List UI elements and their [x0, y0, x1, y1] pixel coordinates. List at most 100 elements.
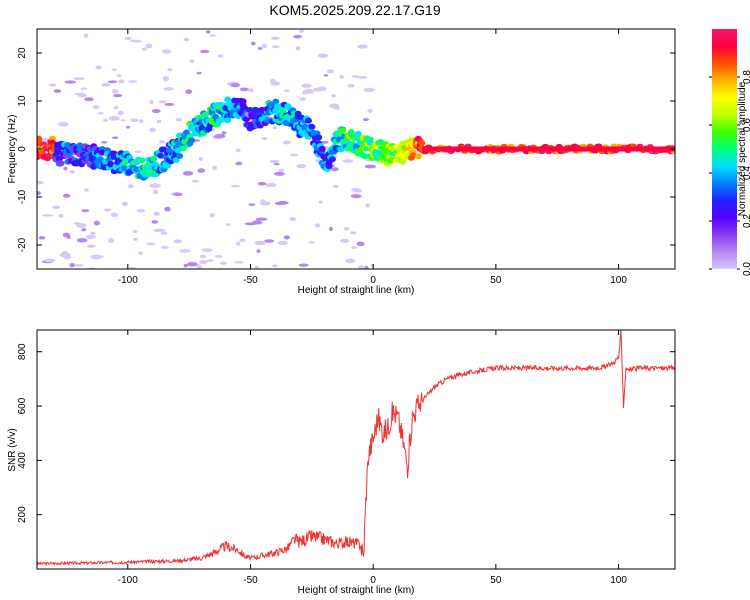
heatmap-cell [102, 118, 108, 122]
snr-x-axis-label: Height of straight line (km) [298, 585, 415, 596]
heatmap-cell [364, 164, 377, 169]
heatmap-cell [97, 111, 104, 115]
heatmap-cell [53, 89, 62, 93]
heatmap-cell [151, 108, 161, 114]
heatmap-cell [197, 168, 206, 173]
y-tick-label: 800 [17, 343, 28, 360]
heatmap-cell [126, 125, 131, 129]
heatmap-cell [188, 137, 196, 144]
heatmap-cell [159, 140, 166, 144]
heatmap-cell [133, 237, 138, 241]
heatmap-cell [226, 223, 231, 226]
heatmap-cell [212, 165, 218, 171]
heatmap-cell [320, 140, 329, 144]
y-tick-label: -10 [17, 189, 28, 204]
colorbar-tick-label: 0.8 [742, 70, 750, 84]
heatmap-cell [293, 34, 302, 39]
heatmap-cell [234, 260, 244, 264]
heatmap-cell [206, 30, 211, 34]
heatmap-cell [199, 49, 210, 54]
heatmap-cell [153, 211, 160, 216]
heatmap-cell [235, 148, 241, 153]
x-tick-label: -50 [243, 575, 258, 586]
heatmap-cell [37, 138, 43, 145]
colorbar-tick-label: 0.6 [742, 118, 750, 132]
snr-plot-area [37, 330, 675, 569]
figure-title: KOM5.2025.209.22.17.G19 [269, 2, 440, 18]
heatmap-cell [256, 249, 261, 254]
heatmap-cell [290, 153, 299, 157]
heatmap-cell [150, 155, 158, 162]
heatmap-cell [191, 179, 199, 183]
heatmap-cell [58, 213, 64, 218]
heatmap-cell [254, 240, 267, 246]
heatmap-cell [173, 192, 183, 197]
heatmap-cell [273, 162, 280, 166]
y-tick-label: 0 [17, 146, 28, 152]
heatmap-cell [84, 97, 94, 102]
colorbar-tick-label: 0.0 [742, 262, 750, 276]
heatmap-cell [337, 146, 345, 153]
x-tick-label: -50 [243, 275, 258, 286]
heatmap-cell [206, 259, 214, 262]
heatmap-cell [149, 99, 154, 105]
heatmap-cell [45, 153, 53, 160]
heatmap-cell [86, 244, 96, 248]
heatmap-cell [301, 83, 312, 88]
heatmap-cell [209, 34, 217, 37]
heatmap-cell [326, 69, 334, 74]
heatmap-cell [59, 252, 71, 258]
heatmap-peak-band [422, 146, 675, 152]
heatmap-cell [244, 222, 257, 226]
heatmap-cell [196, 71, 202, 75]
heatmap-cell [112, 89, 119, 94]
heatmap-cell [235, 241, 241, 246]
heatmap-cell [209, 213, 215, 218]
heatmap-cell [52, 205, 61, 210]
heatmap-cell [239, 238, 246, 243]
heatmap-cell [92, 255, 104, 258]
heatmap-cell [289, 216, 296, 221]
heatmap-cell [101, 141, 108, 144]
heatmap-cell [107, 80, 118, 84]
heatmap-cell [418, 139, 426, 146]
heatmap-cell [127, 80, 138, 83]
colorbar-label: Normalized spectral amplitude [737, 81, 748, 216]
heatmap-cell [41, 214, 54, 217]
x-tick-label: 100 [610, 275, 627, 286]
heatmap-cell [101, 82, 111, 87]
colorbar-ticks: 0.0 0.2 0.4 0.6 0.8 [709, 70, 750, 276]
heatmap-cell [299, 29, 305, 33]
heatmap-cell [282, 140, 291, 145]
heatmap-cell [90, 231, 96, 235]
heatmap-cell [69, 263, 75, 268]
heatmap-cell [113, 93, 123, 98]
heatmap-cell [58, 121, 69, 127]
heatmap-cell [365, 203, 370, 208]
snr-y-axis-label: SNR (v/v) [7, 428, 18, 471]
heatmap-cell [277, 240, 288, 246]
heatmap-cell [201, 111, 209, 118]
heatmap-cell [81, 228, 87, 232]
heatmap-cell [110, 212, 119, 218]
heatmap-cell [113, 105, 119, 110]
heatmap-cell [141, 47, 148, 51]
heatmap-cell [160, 231, 168, 235]
heatmap-cell [270, 78, 276, 84]
heatmap-cell [347, 83, 355, 88]
y-tick-label: -20 [17, 237, 28, 252]
heatmap-cell [198, 124, 206, 131]
heatmap-cell [81, 209, 90, 213]
x-tick-label: 100 [610, 575, 627, 586]
heatmap-cell [138, 157, 146, 164]
heatmap-cell [120, 119, 126, 122]
heatmap-cell [151, 220, 159, 224]
heatmap-cell [315, 134, 323, 141]
heatmap-cell [261, 137, 268, 141]
heatmap-cell [274, 201, 287, 206]
heatmap-cell [48, 83, 57, 87]
heatmap-cell [138, 119, 144, 124]
heatmap-cell [158, 100, 167, 104]
heatmap-cell [69, 170, 76, 174]
